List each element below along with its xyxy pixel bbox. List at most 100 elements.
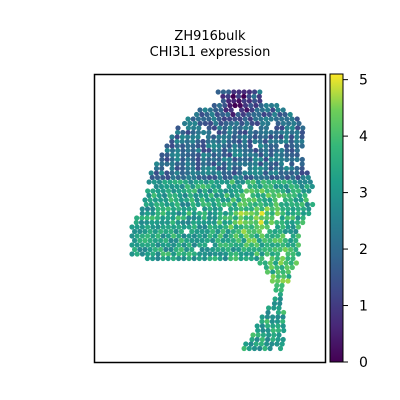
expression-spot: [181, 251, 187, 257]
expression-spot: [200, 170, 206, 176]
expression-spot: [194, 237, 200, 244]
expression-spot: [268, 183, 274, 190]
expression-spot: [233, 233, 239, 239]
expression-spot: [257, 170, 263, 176]
expression-spot: [223, 251, 229, 257]
expression-spot: [290, 174, 296, 181]
expression-spot: [286, 120, 292, 127]
expression-spot: [243, 206, 249, 212]
expression-spot: [258, 219, 264, 226]
expression-spot: [159, 165, 165, 172]
expression-spot: [243, 255, 249, 262]
expression-spot: [139, 206, 145, 212]
expression-spot: [290, 242, 296, 248]
expression-spot: [170, 174, 176, 181]
expression-spot: [195, 156, 201, 163]
expression-spot: [169, 156, 175, 163]
expression-spot: [302, 179, 308, 185]
expression-spot: [197, 233, 203, 239]
expression-spot: [234, 179, 241, 185]
expression-spot: [226, 170, 232, 176]
expression-spot: [238, 210, 244, 217]
expression-spot: [176, 242, 182, 248]
expression-spot: [251, 93, 257, 100]
expression-spot: [234, 120, 240, 127]
expression-spot: [216, 147, 222, 154]
expression-spot: [139, 210, 145, 217]
expression-spot: [219, 179, 225, 185]
expression-spot: [197, 188, 203, 194]
expression-spot: [278, 138, 284, 145]
expression-spot: [274, 102, 280, 109]
expression-spot: [246, 197, 252, 203]
expression-spot: [200, 161, 206, 167]
expression-spot: [216, 219, 223, 226]
expression-spot: [273, 161, 279, 167]
expression-spot: [273, 116, 279, 122]
expression-spot: [300, 206, 307, 212]
expression-spot: [160, 206, 166, 212]
expression-spot: [247, 152, 253, 158]
expression-spot: [190, 183, 196, 190]
expression-spot: [242, 156, 248, 163]
expression-spot: [221, 161, 227, 167]
expression-spot: [205, 134, 211, 140]
expression-spot: [223, 233, 229, 239]
expression-spot: [252, 156, 259, 163]
expression-spot: [259, 323, 265, 329]
expression-spot: [304, 183, 310, 190]
expression-spot: [290, 251, 296, 257]
expression-spot: [134, 215, 140, 221]
expression-spot: [263, 129, 269, 136]
expression-spot: [164, 143, 170, 149]
expression-spot: [258, 161, 264, 167]
expression-spot: [243, 233, 249, 239]
expression-spot: [299, 156, 305, 163]
expression-spot: [145, 233, 151, 239]
expression-spot: [236, 183, 243, 190]
expression-spot: [279, 264, 285, 271]
expression-spot: [215, 89, 221, 95]
expression-spot: [174, 161, 180, 167]
expression-spot: [239, 192, 246, 199]
expression-spot: [220, 93, 226, 100]
expression-spot: [238, 255, 244, 262]
expression-spot: [280, 318, 286, 325]
expression-spot: [235, 93, 242, 100]
expression-spot: [254, 336, 260, 343]
expression-spot: [266, 332, 272, 338]
expression-spot: [158, 197, 164, 203]
expression-spot: [237, 134, 243, 140]
expression-spot: [172, 179, 178, 185]
expression-spot: [197, 107, 203, 113]
expression-spot: [279, 152, 285, 158]
expression-spot: [239, 107, 245, 113]
expression-spot: [185, 116, 191, 122]
expression-spot: [165, 206, 171, 212]
expression-spot: [278, 183, 284, 190]
expression-spot: [163, 246, 169, 253]
expression-spot: [255, 332, 261, 338]
expression-spot: [170, 219, 176, 226]
expression-spot: [241, 98, 247, 104]
expression-spot: [180, 143, 186, 149]
expression-spot: [297, 179, 303, 185]
expression-spot: [237, 219, 243, 226]
expression-spot: [212, 242, 218, 248]
expression-spot: [201, 174, 207, 181]
expression-spot: [190, 170, 196, 176]
expression-spot: [189, 237, 195, 244]
expression-spot: [134, 251, 140, 257]
expression-spot: [153, 170, 159, 176]
expression-spot: [222, 210, 229, 217]
expression-spot: [207, 233, 213, 239]
expression-spot: [211, 134, 217, 140]
expression-spot: [269, 188, 276, 194]
expression-spot: [299, 138, 305, 145]
expression-spot: [233, 251, 239, 257]
expression-spot: [232, 147, 238, 154]
expression-spot: [230, 111, 236, 118]
expression-spot: [280, 323, 286, 329]
expression-spot: [225, 197, 231, 203]
expression-spot: [246, 237, 252, 244]
